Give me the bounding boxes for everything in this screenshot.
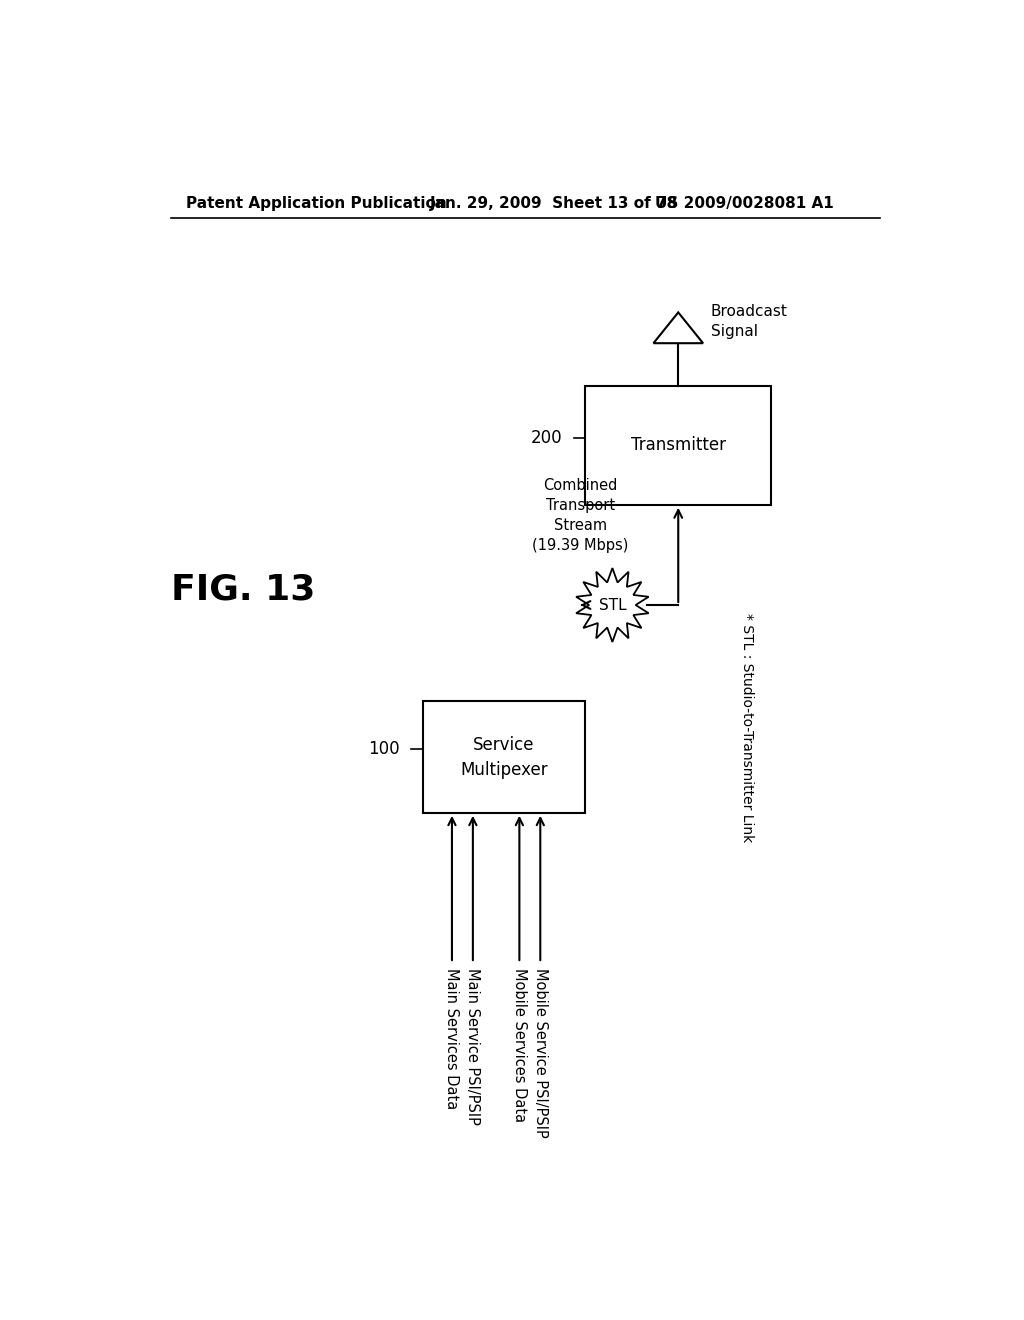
Polygon shape <box>653 313 703 343</box>
Text: Service
Multipexer: Service Multipexer <box>460 735 548 779</box>
Text: * STL : Studio-to-Transmitter Link: * STL : Studio-to-Transmitter Link <box>740 612 755 842</box>
Text: Broadcast
Signal: Broadcast Signal <box>711 304 787 339</box>
Text: Mobile Service PSI/PSIP: Mobile Service PSI/PSIP <box>532 968 548 1138</box>
Text: Transmitter: Transmitter <box>631 436 726 454</box>
Text: Main Services Data: Main Services Data <box>444 968 460 1109</box>
Text: Combined
Transport
Stream
(19.39 Mbps): Combined Transport Stream (19.39 Mbps) <box>532 478 629 553</box>
Text: FIG. 13: FIG. 13 <box>171 573 315 607</box>
Text: Jan. 29, 2009  Sheet 13 of 78: Jan. 29, 2009 Sheet 13 of 78 <box>430 195 679 211</box>
Text: US 2009/0028081 A1: US 2009/0028081 A1 <box>655 195 834 211</box>
Text: STL: STL <box>599 598 627 612</box>
Bar <box>423 701 586 813</box>
Polygon shape <box>577 568 648 642</box>
Text: 100: 100 <box>368 741 399 759</box>
Bar <box>586 385 771 506</box>
Text: Main Service PSI/PSIP: Main Service PSI/PSIP <box>465 968 480 1125</box>
Text: 200: 200 <box>530 429 562 446</box>
Text: Patent Application Publication: Patent Application Publication <box>186 195 446 211</box>
Text: Mobile Services Data: Mobile Services Data <box>512 968 527 1122</box>
